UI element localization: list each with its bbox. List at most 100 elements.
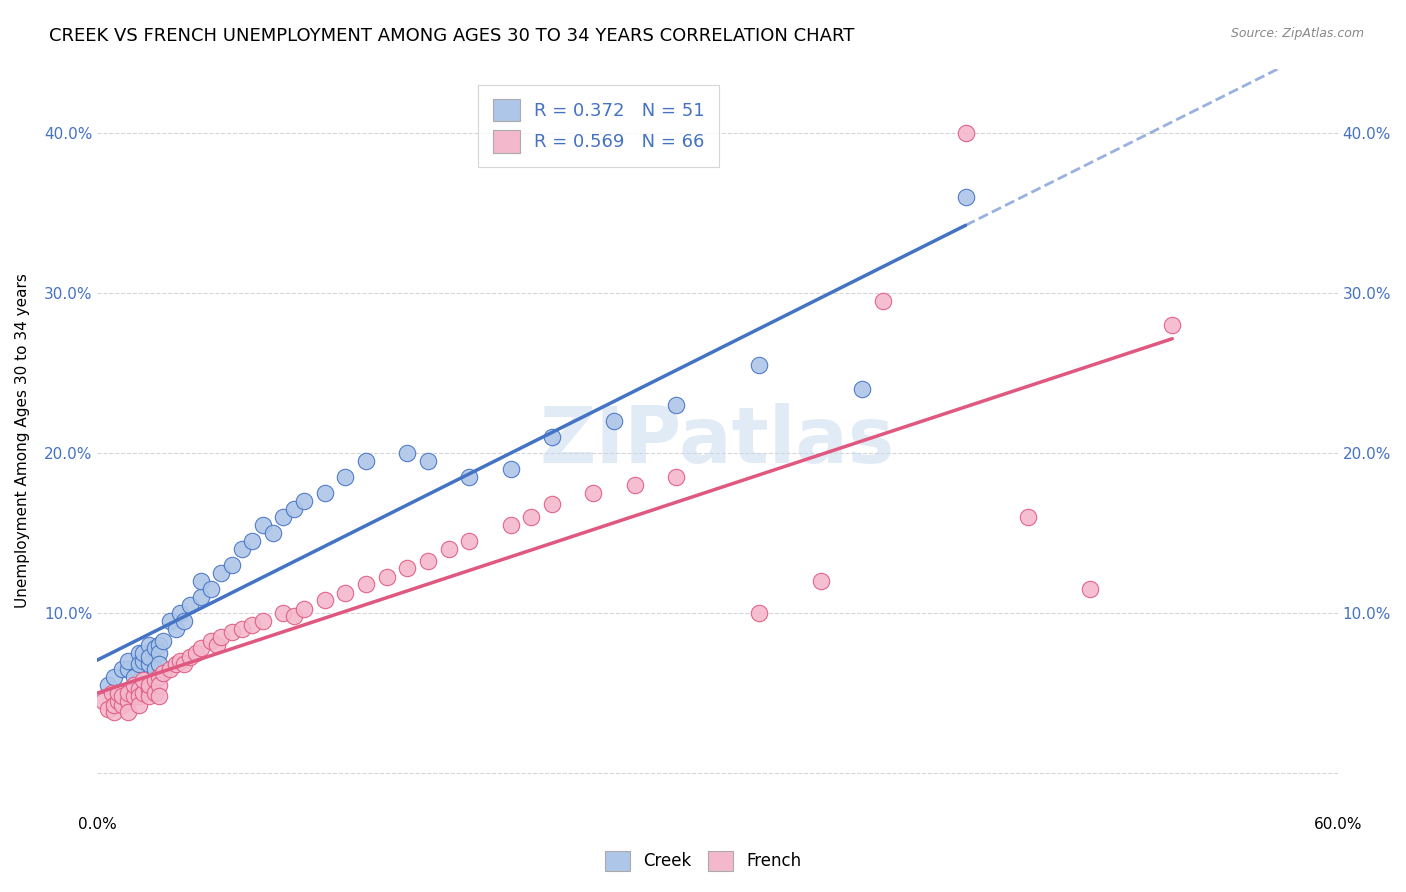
- Text: ZIPatlas: ZIPatlas: [540, 402, 896, 478]
- Point: [396, 445, 419, 459]
- Point: [205, 638, 228, 652]
- Point: [97, 701, 120, 715]
- Point: [138, 689, 160, 703]
- Point: [335, 469, 357, 483]
- Point: [1161, 318, 1184, 332]
- Point: [138, 677, 160, 691]
- Point: [335, 586, 357, 600]
- Point: [810, 574, 832, 588]
- Point: [117, 685, 139, 699]
- Point: [292, 493, 315, 508]
- Point: [375, 570, 398, 584]
- Point: [152, 666, 174, 681]
- Point: [128, 682, 150, 697]
- Point: [499, 517, 522, 532]
- Text: Source: ZipAtlas.com: Source: ZipAtlas.com: [1230, 27, 1364, 40]
- Point: [240, 533, 263, 548]
- Point: [520, 509, 543, 524]
- Point: [186, 646, 208, 660]
- Point: [128, 689, 150, 703]
- Point: [179, 650, 201, 665]
- Point: [148, 677, 170, 691]
- Point: [117, 661, 139, 675]
- Point: [623, 477, 645, 491]
- Point: [231, 622, 253, 636]
- Point: [124, 669, 146, 683]
- Point: [152, 634, 174, 648]
- Point: [354, 576, 377, 591]
- Point: [955, 126, 977, 140]
- Point: [138, 682, 160, 697]
- Point: [117, 693, 139, 707]
- Y-axis label: Unemployment Among Ages 30 to 34 years: Unemployment Among Ages 30 to 34 years: [15, 273, 30, 608]
- Point: [97, 677, 120, 691]
- Point: [143, 673, 166, 687]
- Point: [132, 646, 155, 660]
- Point: [111, 689, 134, 703]
- Point: [111, 698, 134, 713]
- Point: [148, 669, 170, 683]
- Point: [314, 592, 336, 607]
- Point: [354, 453, 377, 467]
- Point: [582, 485, 605, 500]
- Point: [437, 541, 460, 556]
- Point: [128, 698, 150, 713]
- Point: [499, 461, 522, 475]
- Point: [314, 485, 336, 500]
- Point: [179, 598, 201, 612]
- Point: [252, 517, 274, 532]
- Point: [665, 469, 688, 483]
- Point: [143, 640, 166, 655]
- Point: [240, 618, 263, 632]
- Point: [107, 693, 129, 707]
- Point: [292, 602, 315, 616]
- Point: [165, 657, 187, 671]
- Point: [132, 685, 155, 699]
- Point: [117, 705, 139, 719]
- Point: [173, 657, 195, 671]
- Point: [190, 640, 212, 655]
- Point: [107, 685, 129, 699]
- Point: [138, 638, 160, 652]
- Point: [396, 560, 419, 574]
- Point: [103, 669, 125, 683]
- Point: [138, 657, 160, 671]
- Point: [107, 685, 129, 699]
- Point: [159, 614, 181, 628]
- Point: [143, 661, 166, 675]
- Point: [148, 657, 170, 671]
- Point: [128, 677, 150, 691]
- Point: [955, 189, 977, 203]
- Point: [159, 661, 181, 675]
- Text: CREEK VS FRENCH UNEMPLOYMENT AMONG AGES 30 TO 34 YEARS CORRELATION CHART: CREEK VS FRENCH UNEMPLOYMENT AMONG AGES …: [49, 27, 855, 45]
- Point: [748, 358, 770, 372]
- Point: [103, 705, 125, 719]
- Point: [111, 661, 134, 675]
- Point: [200, 634, 222, 648]
- Point: [252, 614, 274, 628]
- Point: [148, 646, 170, 660]
- Point: [416, 453, 439, 467]
- Point: [872, 293, 894, 308]
- Point: [93, 693, 115, 707]
- Point: [458, 469, 481, 483]
- Point: [1017, 509, 1039, 524]
- Point: [603, 413, 626, 427]
- Point: [851, 382, 873, 396]
- Point: [416, 554, 439, 568]
- Point: [138, 650, 160, 665]
- Point: [458, 533, 481, 548]
- Point: [190, 574, 212, 588]
- Point: [148, 689, 170, 703]
- Point: [100, 685, 122, 699]
- Legend: R = 0.372   N = 51, R = 0.569   N = 66: R = 0.372 N = 51, R = 0.569 N = 66: [478, 85, 720, 167]
- Point: [117, 654, 139, 668]
- Point: [128, 657, 150, 671]
- Point: [103, 698, 125, 713]
- Point: [271, 606, 294, 620]
- Point: [169, 654, 191, 668]
- Point: [132, 673, 155, 687]
- Point: [124, 677, 146, 691]
- Point: [143, 685, 166, 699]
- Point: [541, 497, 564, 511]
